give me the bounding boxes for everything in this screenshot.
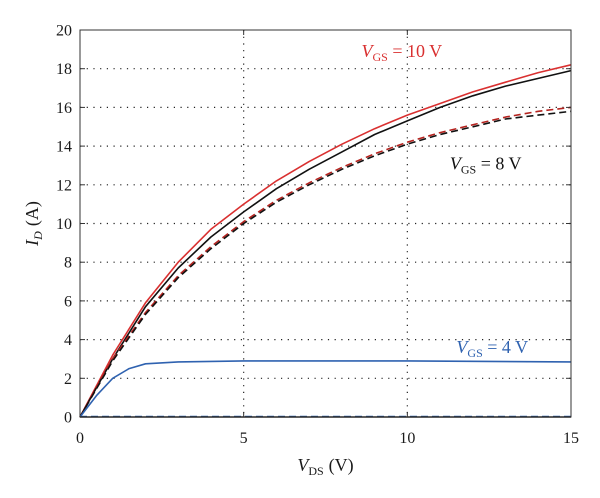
plot-area [79, 64, 572, 418]
y-tick-label: 8 [64, 255, 72, 272]
series-line-vgs10-solid [79, 64, 572, 418]
annotation-label-vgs8: VGS = 8 V [450, 153, 522, 176]
series-line-vgs4-solid [79, 360, 572, 418]
annotation-label-vgs10: VGS = 10 V [362, 41, 443, 64]
x-axis-title-main: V [297, 455, 310, 475]
tick-marks [79, 29, 572, 418]
y-tick-label: 14 [56, 139, 72, 156]
y-axis-title-sub: D [31, 231, 45, 241]
y-tick-label: 18 [56, 61, 72, 78]
x-axis-title-sub: DS [308, 464, 323, 478]
y-tick-label: 20 [56, 23, 72, 40]
y-tick-label: 12 [56, 177, 72, 194]
y-axis-title-main: I [22, 239, 42, 247]
annotations: VGS = 10 V VGS = 8 V VGS = 4 V [362, 41, 529, 360]
y-tick-label: 0 [64, 410, 72, 427]
y-axis-title: ID (A) [22, 201, 45, 247]
annotation-label-vgs4: VGS = 4 V [456, 337, 528, 360]
x-tick-label: 0 [76, 430, 84, 447]
x-axis-title: VDS (V) [297, 455, 353, 478]
y-tick-label: 16 [56, 100, 72, 117]
y-axis-title-unit: (A) [22, 201, 43, 226]
x-tick-label: 5 [240, 430, 248, 447]
grid [80, 30, 571, 417]
series-line-vgs8-solid [79, 69, 572, 418]
series-line-vgs10-dashed [79, 106, 572, 418]
x-tick-label: 10 [399, 430, 415, 447]
y-tick-label: 6 [64, 293, 72, 310]
y-tick-label: 2 [64, 371, 72, 388]
x-axis-title-unit: (V) [329, 455, 354, 476]
y-tick-label: 10 [56, 216, 72, 233]
y-tick-label: 4 [64, 332, 72, 349]
x-tick-label: 15 [563, 430, 579, 447]
tick-labels: 0 5 10 15 0 2 4 6 8 10 12 14 16 18 20 [56, 23, 579, 448]
series-line-vgs8-dashed [79, 110, 572, 418]
